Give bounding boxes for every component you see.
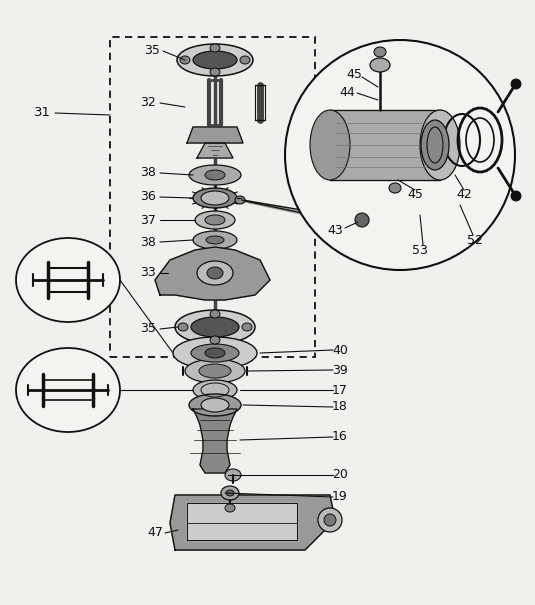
Ellipse shape (240, 56, 250, 64)
Ellipse shape (193, 231, 237, 249)
Ellipse shape (16, 238, 120, 322)
Text: 36: 36 (140, 191, 156, 203)
Text: 52: 52 (467, 234, 483, 246)
Ellipse shape (197, 261, 233, 285)
Ellipse shape (193, 188, 237, 208)
Text: 47: 47 (147, 526, 163, 540)
Text: 37: 37 (140, 214, 156, 226)
Polygon shape (170, 495, 335, 550)
Text: 17: 17 (332, 384, 348, 396)
Polygon shape (187, 503, 297, 540)
Text: 43: 43 (327, 223, 343, 237)
Ellipse shape (177, 44, 253, 76)
Ellipse shape (210, 336, 220, 344)
Ellipse shape (235, 196, 245, 204)
Ellipse shape (206, 236, 224, 244)
Ellipse shape (195, 211, 235, 229)
Ellipse shape (193, 51, 237, 69)
Polygon shape (187, 127, 243, 143)
Polygon shape (197, 143, 233, 158)
Text: 38: 38 (140, 235, 156, 249)
Ellipse shape (355, 213, 369, 227)
Text: 16: 16 (332, 431, 348, 443)
Ellipse shape (225, 504, 235, 512)
Text: 18: 18 (332, 401, 348, 413)
Text: 32: 32 (140, 97, 156, 110)
Text: 39: 39 (332, 364, 348, 376)
Ellipse shape (374, 47, 386, 57)
Ellipse shape (180, 56, 190, 64)
Text: 53: 53 (412, 243, 428, 257)
Text: 38: 38 (140, 166, 156, 180)
Ellipse shape (191, 317, 239, 337)
Ellipse shape (210, 68, 220, 76)
Ellipse shape (16, 348, 120, 432)
Ellipse shape (389, 183, 401, 193)
Ellipse shape (193, 380, 237, 400)
Ellipse shape (173, 337, 257, 369)
Ellipse shape (226, 490, 234, 496)
Text: 20: 20 (332, 468, 348, 482)
Circle shape (285, 40, 515, 270)
Ellipse shape (201, 191, 229, 205)
Ellipse shape (205, 215, 225, 225)
Ellipse shape (420, 110, 460, 180)
Ellipse shape (242, 323, 252, 331)
Ellipse shape (207, 267, 223, 279)
Ellipse shape (210, 44, 220, 52)
Ellipse shape (178, 323, 188, 331)
Ellipse shape (421, 120, 449, 170)
Bar (110, 37, 315, 357)
Ellipse shape (189, 165, 241, 185)
Text: 35: 35 (140, 322, 156, 336)
Ellipse shape (221, 486, 239, 500)
Text: 44: 44 (339, 87, 355, 99)
Text: 42: 42 (456, 189, 472, 201)
Ellipse shape (370, 58, 390, 72)
Ellipse shape (191, 344, 239, 362)
Ellipse shape (324, 514, 336, 526)
Text: 45: 45 (407, 189, 423, 201)
Polygon shape (155, 247, 270, 300)
Polygon shape (330, 110, 440, 180)
Ellipse shape (210, 310, 220, 318)
Text: 31: 31 (34, 106, 50, 120)
Text: 45: 45 (346, 68, 362, 82)
Ellipse shape (511, 191, 521, 201)
Text: 33: 33 (140, 266, 156, 280)
Ellipse shape (189, 394, 241, 416)
Text: 40: 40 (332, 344, 348, 356)
Text: 19: 19 (332, 491, 348, 503)
Polygon shape (193, 409, 237, 473)
Ellipse shape (225, 469, 241, 481)
Ellipse shape (310, 110, 350, 180)
Ellipse shape (185, 359, 245, 383)
Ellipse shape (353, 219, 367, 231)
Ellipse shape (199, 364, 231, 378)
Ellipse shape (205, 348, 225, 358)
Text: 35: 35 (144, 45, 160, 57)
Ellipse shape (175, 310, 255, 344)
Ellipse shape (205, 170, 225, 180)
Ellipse shape (201, 398, 229, 412)
Ellipse shape (318, 508, 342, 532)
Ellipse shape (511, 79, 521, 89)
